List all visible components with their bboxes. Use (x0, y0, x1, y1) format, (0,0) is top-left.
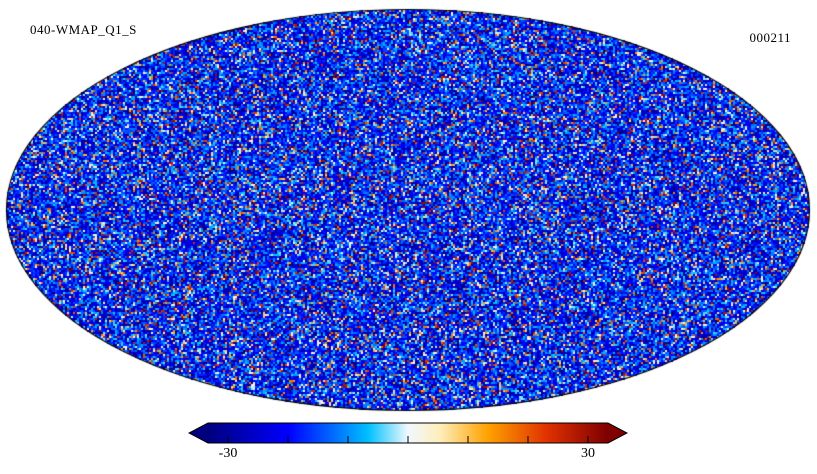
colorbar (188, 422, 628, 444)
colorbar-min-label: -30 (218, 446, 238, 461)
colorbar-max-label: 30 (581, 446, 595, 461)
frame-number: 000211 (749, 30, 791, 45)
colorbar-bar (188, 422, 628, 444)
sky-map-canvas (5, 8, 811, 412)
colorbar-ticks (227, 436, 589, 443)
map-title: 040-WMAP_Q1_S (30, 22, 137, 37)
